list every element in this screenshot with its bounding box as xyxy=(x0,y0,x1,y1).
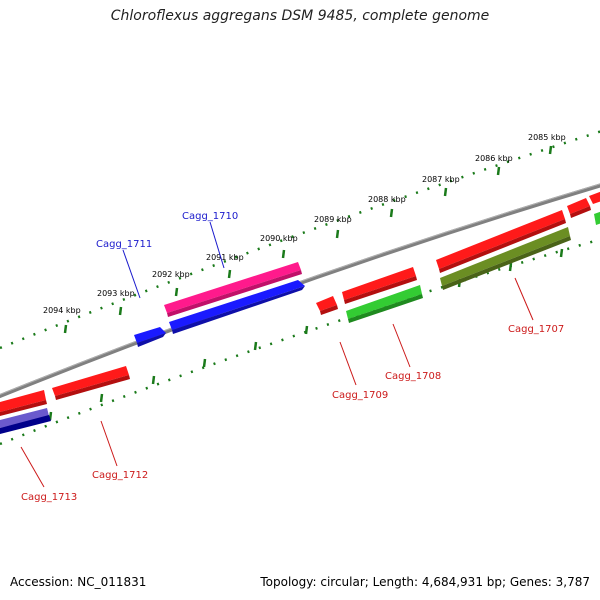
genome-summary-text: Topology: circular; Length: 4,684,931 bp… xyxy=(260,575,590,589)
ruler-major-tick xyxy=(174,287,179,297)
gene-cagg-1707-arrow xyxy=(440,227,570,286)
gene-red-right-1-shade xyxy=(570,206,591,218)
gene-cagg-1712-shade xyxy=(55,375,130,400)
ruler-label: 2086 kbp xyxy=(475,154,513,163)
gene-cagg-1708-red xyxy=(342,267,416,300)
gene-label-cagg-1711: Cagg_1711 xyxy=(96,239,152,250)
leader-cagg-1707 xyxy=(514,277,534,321)
ruler-major-tick xyxy=(281,249,286,259)
gene-cagg-1712-arrow xyxy=(52,366,129,396)
ruler-major-tick xyxy=(548,145,553,155)
ruler-major-tick xyxy=(151,375,156,385)
ruler-label: 2092 kbp xyxy=(152,270,190,279)
gene-cagg-1708-red-shade xyxy=(344,276,417,304)
gene-small-blue-arrow xyxy=(134,327,166,343)
leader-cagg-1710 xyxy=(209,221,225,269)
gene-cagg-1707-red-shade xyxy=(439,219,566,273)
ruler-major-tick xyxy=(389,208,394,218)
ruler-label: 2085 kbp xyxy=(528,133,566,142)
gene-red-right-1 xyxy=(567,198,590,214)
ruler-major-tick xyxy=(99,393,104,403)
ruler-major-tick xyxy=(63,324,68,334)
gene-cagg-1713-red xyxy=(0,390,46,412)
ruler-major-tick xyxy=(335,229,340,239)
gene-small-blue-shade xyxy=(137,333,166,347)
gene-cagg-1707-red xyxy=(436,210,565,269)
leader-cagg-1713 xyxy=(20,446,45,488)
gene-red-1-shade xyxy=(320,305,338,315)
gene-label-cagg-1707: Cagg_1707 xyxy=(508,324,564,335)
ruler-major-tick xyxy=(508,262,513,272)
ruler-major-tick xyxy=(202,358,207,368)
gene-red-right-2 xyxy=(589,191,600,204)
gene-label-cagg-1713: Cagg_1713 xyxy=(21,492,77,503)
leader-cagg-1709 xyxy=(339,341,357,386)
ruler-label: 2087 kbp xyxy=(422,175,460,184)
genome-backbone-highlight xyxy=(0,183,600,396)
ruler-major-tick xyxy=(304,325,309,335)
ruler-label: 2093 kbp xyxy=(97,289,135,298)
map-title: Chloroflexus aggregans DSM 9485, complet… xyxy=(110,8,490,24)
gene-cagg-1708-arrow xyxy=(346,285,422,319)
ruler-major-tick xyxy=(253,341,258,351)
ruler-major-tick xyxy=(227,269,232,279)
gene-cagg-1707-shade xyxy=(442,236,571,290)
ruler-label: 2088 kbp xyxy=(368,195,406,204)
gene-cagg-1713-purple xyxy=(0,408,49,428)
accession-text: Accession: NC_011831 xyxy=(10,575,147,589)
gene-green-right xyxy=(594,211,600,225)
ruler-label: 2094 kbp xyxy=(43,306,81,315)
gene-label-cagg-1708: Cagg_1708 xyxy=(385,371,441,382)
gene-label-cagg-1712: Cagg_1712 xyxy=(92,470,148,481)
ruler-label: 2091 kbp xyxy=(206,253,244,262)
gene-label-cagg-1710: Cagg_1710 xyxy=(182,211,238,222)
ruler-major-tick xyxy=(443,187,448,197)
upper-ruler xyxy=(0,130,600,350)
gene-red-1 xyxy=(316,296,337,311)
gene-cagg-1708-shade xyxy=(348,294,423,323)
leader-cagg-1708 xyxy=(392,323,411,368)
ruler-major-tick xyxy=(118,306,123,316)
ruler-major-tick xyxy=(496,166,501,176)
leader-cagg-1712 xyxy=(100,420,118,467)
leader-cagg-1711 xyxy=(122,249,141,299)
gene-cagg-1711-shade xyxy=(172,286,305,334)
gene-cagg-1713-arrow xyxy=(0,415,51,434)
gene-cagg-1710-shade xyxy=(167,270,302,317)
gene-label-cagg-1709: Cagg_1709 xyxy=(332,390,388,401)
ruler-major-tick xyxy=(559,248,564,258)
ruler-label: 2089 kbp xyxy=(314,215,352,224)
gene-cagg-1710-arrow xyxy=(164,262,301,313)
ruler-label: 2090 kbp xyxy=(260,234,298,243)
genome-backbone xyxy=(0,183,600,399)
gene-cagg-1713-red-shade xyxy=(0,400,47,416)
gene-cagg-1711-arrow xyxy=(169,280,305,330)
